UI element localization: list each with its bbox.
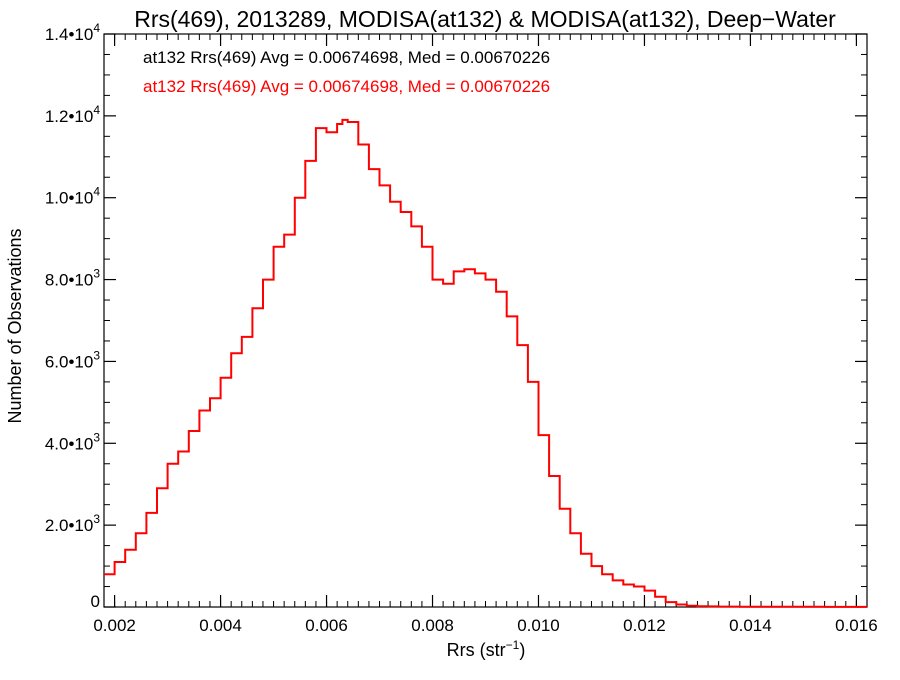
chart-title: Rrs(469), 2013289, MODISA(at132) & MODIS… [134, 6, 836, 32]
y-tick-label: 1.2•104 [45, 103, 101, 126]
annotation-text: at132 Rrs(469) Avg = 0.00674698, Med = 0… [143, 77, 550, 96]
x-tick-label: 0.006 [305, 616, 348, 635]
plot-frame [103, 33, 868, 608]
y-tick-label: 2.0•103 [45, 512, 101, 535]
x-tick-label: 0.008 [411, 616, 454, 635]
x-axis-ticks: 0.002 0.004 0.006 0.008 0.010 0.012 0.014 0.016 [93, 34, 878, 635]
x-tick-label: 0.002 [93, 616, 136, 635]
y-axis-ticks: 0 2.0•103 4.0•103 6.0•103 8.0•103 1.0•104 1.2•… [45, 21, 867, 611]
x-tick-label: 0.012 [623, 616, 666, 635]
annotation-text: at132 Rrs(469) Avg = 0.00674698, Med = 0… [143, 48, 550, 67]
histogram-line [104, 118, 867, 608]
x-tick-label: 0.004 [199, 616, 242, 635]
y-tick-label: 1.0•104 [45, 185, 101, 208]
annotations: at132 Rrs(469) Avg = 0.00674698, Med = 0… [143, 48, 550, 96]
y-tick-label: 8.0•103 [45, 267, 101, 290]
x-tick-label: 0.010 [517, 616, 560, 635]
x-tick-label: 0.014 [729, 616, 772, 635]
x-axis-label: Rrs (str−1) [447, 638, 526, 660]
y-tick-label: 6.0•103 [45, 348, 101, 371]
y-tick-label: 4.0•103 [45, 430, 101, 453]
y-tick-label: 0 [91, 592, 100, 611]
x-tick-label: 0.016 [835, 616, 878, 635]
y-tick-label: 1.4•104 [45, 21, 101, 44]
y-axis-label: Number of Observations [5, 228, 25, 423]
